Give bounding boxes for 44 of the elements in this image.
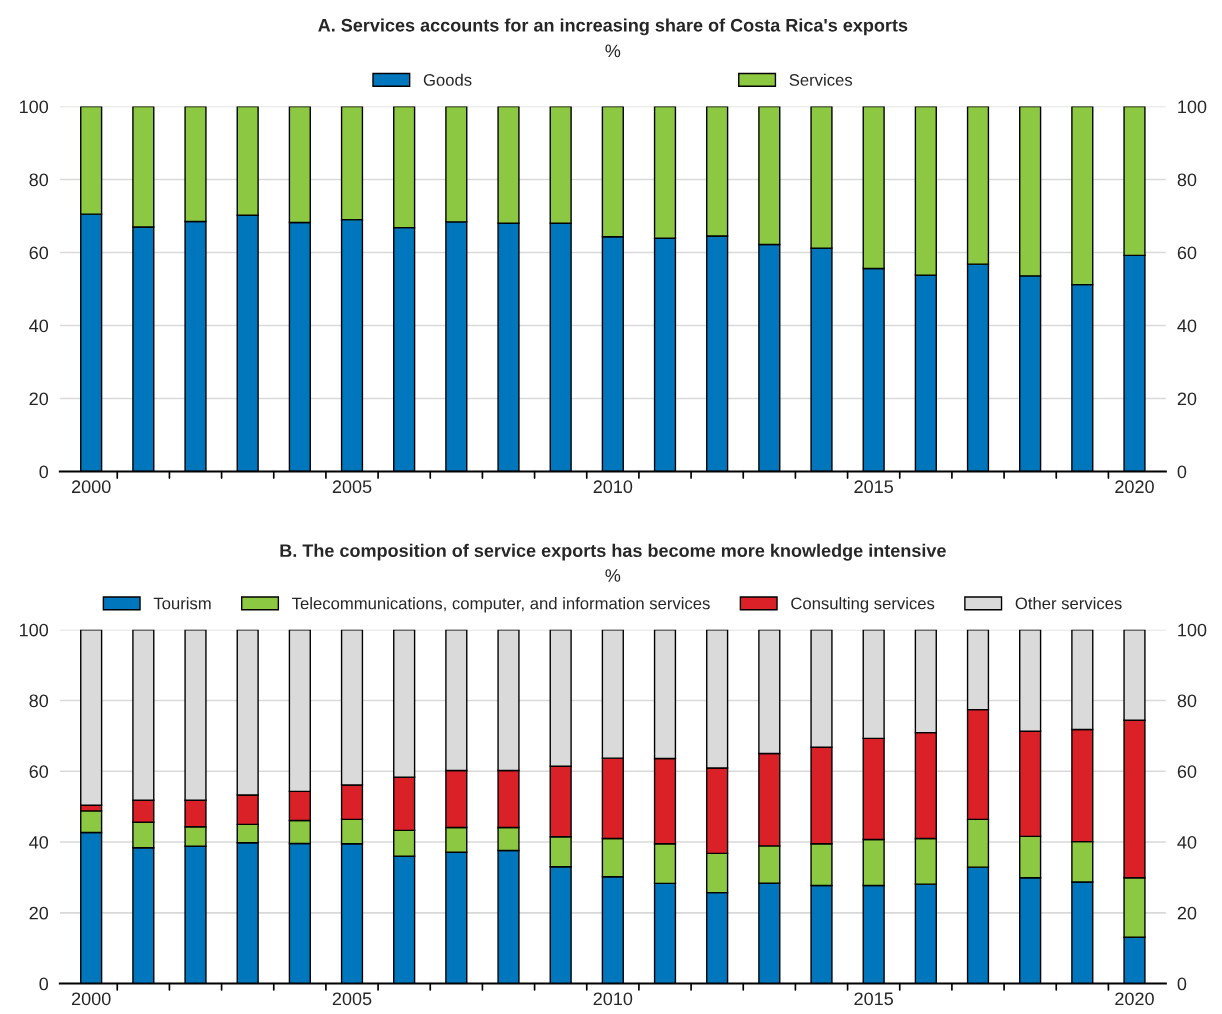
y-tick-label: 80 — [29, 694, 49, 708]
y2-tick-label: 60 — [1177, 246, 1197, 260]
x-tick-label: 2020 — [1115, 480, 1154, 494]
y2-tick-label: 80 — [1177, 173, 1197, 187]
x-tick-label: 2020 — [1115, 992, 1154, 1006]
legend-label: Goods — [423, 73, 472, 86]
legend-label: Consulting services — [791, 597, 935, 613]
x-tick-label: 2010 — [593, 992, 633, 1006]
y-tick-label: 100 — [20, 100, 49, 114]
x-tick-label: 2015 — [854, 992, 893, 1006]
y-tick-label: 20 — [29, 906, 49, 920]
y-tick-label: 40 — [29, 835, 49, 849]
x-tick-label: 2000 — [72, 480, 111, 494]
y2-tick-label: 40 — [1177, 835, 1197, 849]
x-tick-label: 2010 — [593, 480, 633, 494]
y-tick-label: 100 — [20, 623, 49, 637]
y2-tick-label: 100 — [1178, 100, 1207, 114]
chart-subtitle: % — [605, 569, 621, 582]
legend-label: Tourism — [153, 597, 211, 610]
x-tick-label: 2015 — [854, 480, 893, 494]
y-tick-label: 60 — [29, 765, 49, 778]
y-tick-label: 40 — [29, 319, 49, 333]
chart-title: B. The composition of service exports has become more knowledge intensive — [280, 543, 946, 561]
y-tick-label: 0 — [39, 465, 49, 479]
x-tick-label: 2005 — [332, 992, 372, 1006]
y-tick-label: 80 — [29, 173, 49, 187]
legend-label: Other services — [1015, 597, 1122, 610]
y2-tick-label: 100 — [1178, 623, 1207, 637]
y2-tick-label: 60 — [1177, 765, 1197, 778]
y2-tick-label: 0 — [1177, 977, 1187, 991]
x-tick-label: 2005 — [332, 480, 372, 494]
chart-subtitle: % — [605, 44, 621, 58]
y-tick-label: 20 — [29, 392, 49, 406]
y-tick-label: 60 — [29, 246, 49, 260]
y2-tick-label: 80 — [1177, 694, 1197, 708]
x-tick-label: 2000 — [72, 992, 111, 1006]
legend-label: Telecommunications, computer, and information services — [292, 597, 710, 613]
y2-tick-label: 40 — [1177, 319, 1197, 333]
y-tick-label: 0 — [39, 977, 49, 991]
y2-tick-label: 20 — [1177, 392, 1197, 406]
legend-label: Services — [789, 73, 853, 86]
y2-tick-label: 20 — [1177, 906, 1197, 920]
chart-title: A. Services accounts for an increasing share of Costa Rica's exports — [318, 18, 908, 36]
y2-tick-label: 0 — [1177, 465, 1187, 479]
